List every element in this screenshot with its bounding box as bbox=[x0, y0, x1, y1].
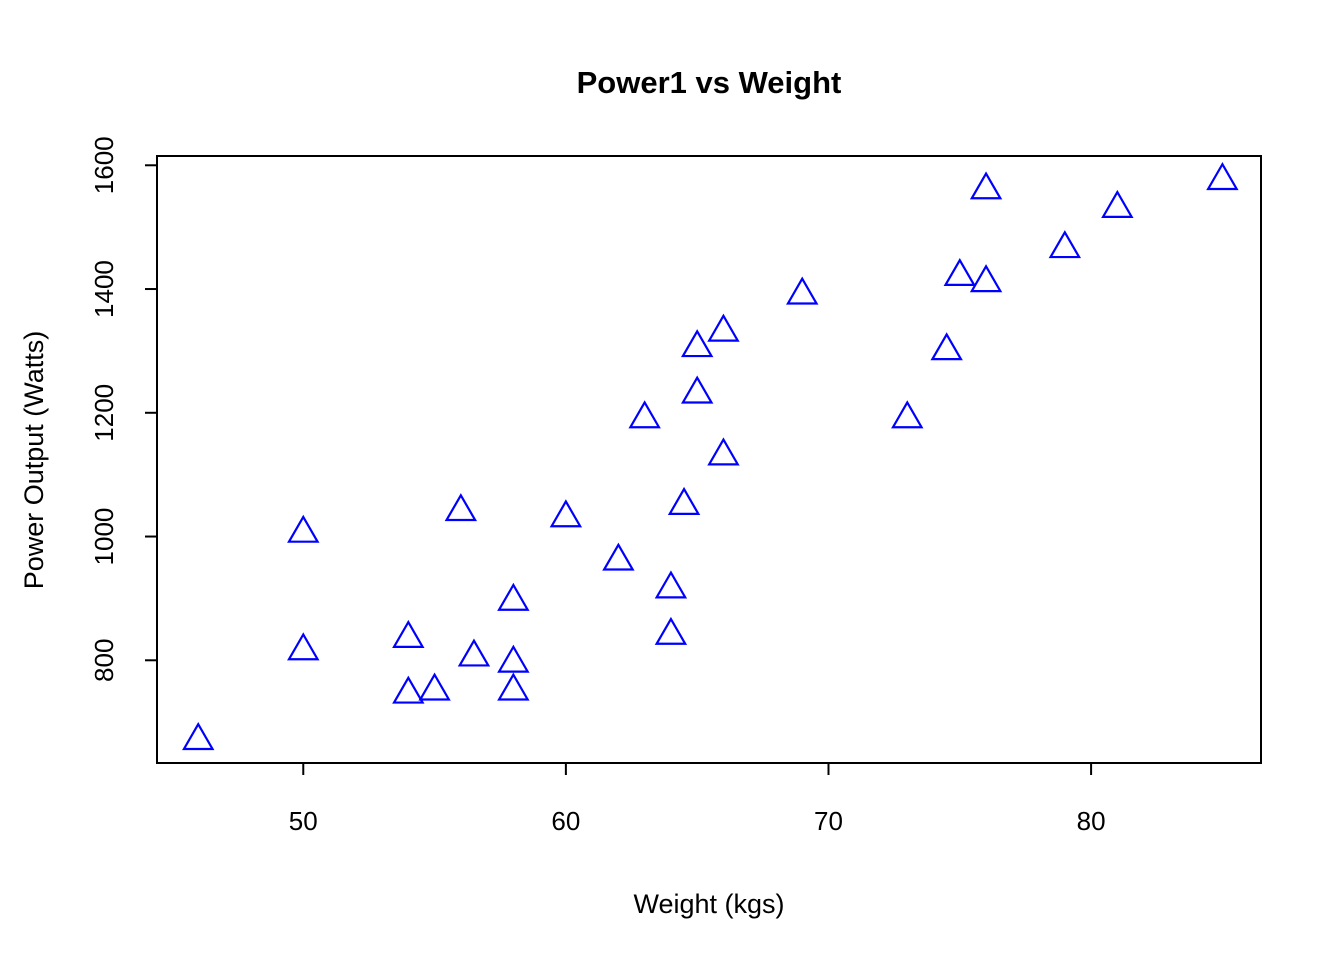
data-point-triangle bbox=[680, 375, 714, 404]
chart-title: Power1 vs Weight bbox=[577, 65, 842, 100]
y-axis-tick-label: 1000 bbox=[89, 508, 119, 566]
data-point-triangle bbox=[930, 332, 963, 361]
data-point-triangle bbox=[457, 638, 491, 667]
data-point-triangle bbox=[497, 582, 530, 611]
plot-box bbox=[156, 155, 1262, 764]
data-point-triangle bbox=[287, 514, 320, 543]
data-point-triangle bbox=[1048, 230, 1082, 259]
data-point-triangle bbox=[707, 437, 740, 466]
data-point-triangle bbox=[602, 542, 635, 571]
data-point-triangle bbox=[392, 675, 425, 704]
y-axis-tick-label: 1400 bbox=[89, 260, 119, 318]
data-point-triangle bbox=[444, 493, 478, 522]
data-point-triangle bbox=[287, 632, 320, 661]
data-point-triangle bbox=[667, 486, 701, 515]
x-axis-tick-label: 70 bbox=[814, 806, 843, 836]
plot-content: 50 60 70 80 800 1000 1200 1400 1600 bbox=[89, 136, 1262, 836]
data-point-triangle bbox=[680, 329, 714, 358]
y-axis-tick-label: 1600 bbox=[89, 136, 119, 194]
data-point-triangle bbox=[786, 276, 819, 305]
y-axis-tick-label: 800 bbox=[89, 639, 119, 682]
data-point-triangle bbox=[1206, 162, 1239, 191]
x-axis-tick-label: 50 bbox=[289, 806, 318, 836]
x-axis-tick-label: 80 bbox=[1077, 806, 1106, 836]
data-point-triangle bbox=[654, 570, 688, 599]
y-axis-tick-label: 1200 bbox=[89, 384, 119, 442]
x-axis-title: Weight (kgs) bbox=[633, 889, 784, 919]
data-point-triangle bbox=[182, 722, 215, 751]
data-point-triangle bbox=[943, 257, 976, 287]
data-point-triangle bbox=[707, 313, 740, 342]
data-point-triangle bbox=[891, 400, 924, 429]
x-axis-tick-label: 60 bbox=[551, 806, 580, 836]
data-point-triangle bbox=[497, 644, 530, 673]
data-point-triangle bbox=[654, 616, 688, 645]
data-point-triangle bbox=[628, 400, 661, 429]
data-point-triangle bbox=[969, 264, 1003, 293]
data-point-triangle bbox=[418, 672, 451, 701]
data-point-triangle bbox=[969, 171, 1003, 200]
data-point-triangle bbox=[392, 619, 425, 648]
data-point-triangle bbox=[497, 672, 530, 701]
y-axis-title: Power Output (Watts) bbox=[19, 331, 49, 590]
data-point-triangle bbox=[1101, 189, 1134, 218]
data-point-triangle bbox=[549, 499, 583, 528]
